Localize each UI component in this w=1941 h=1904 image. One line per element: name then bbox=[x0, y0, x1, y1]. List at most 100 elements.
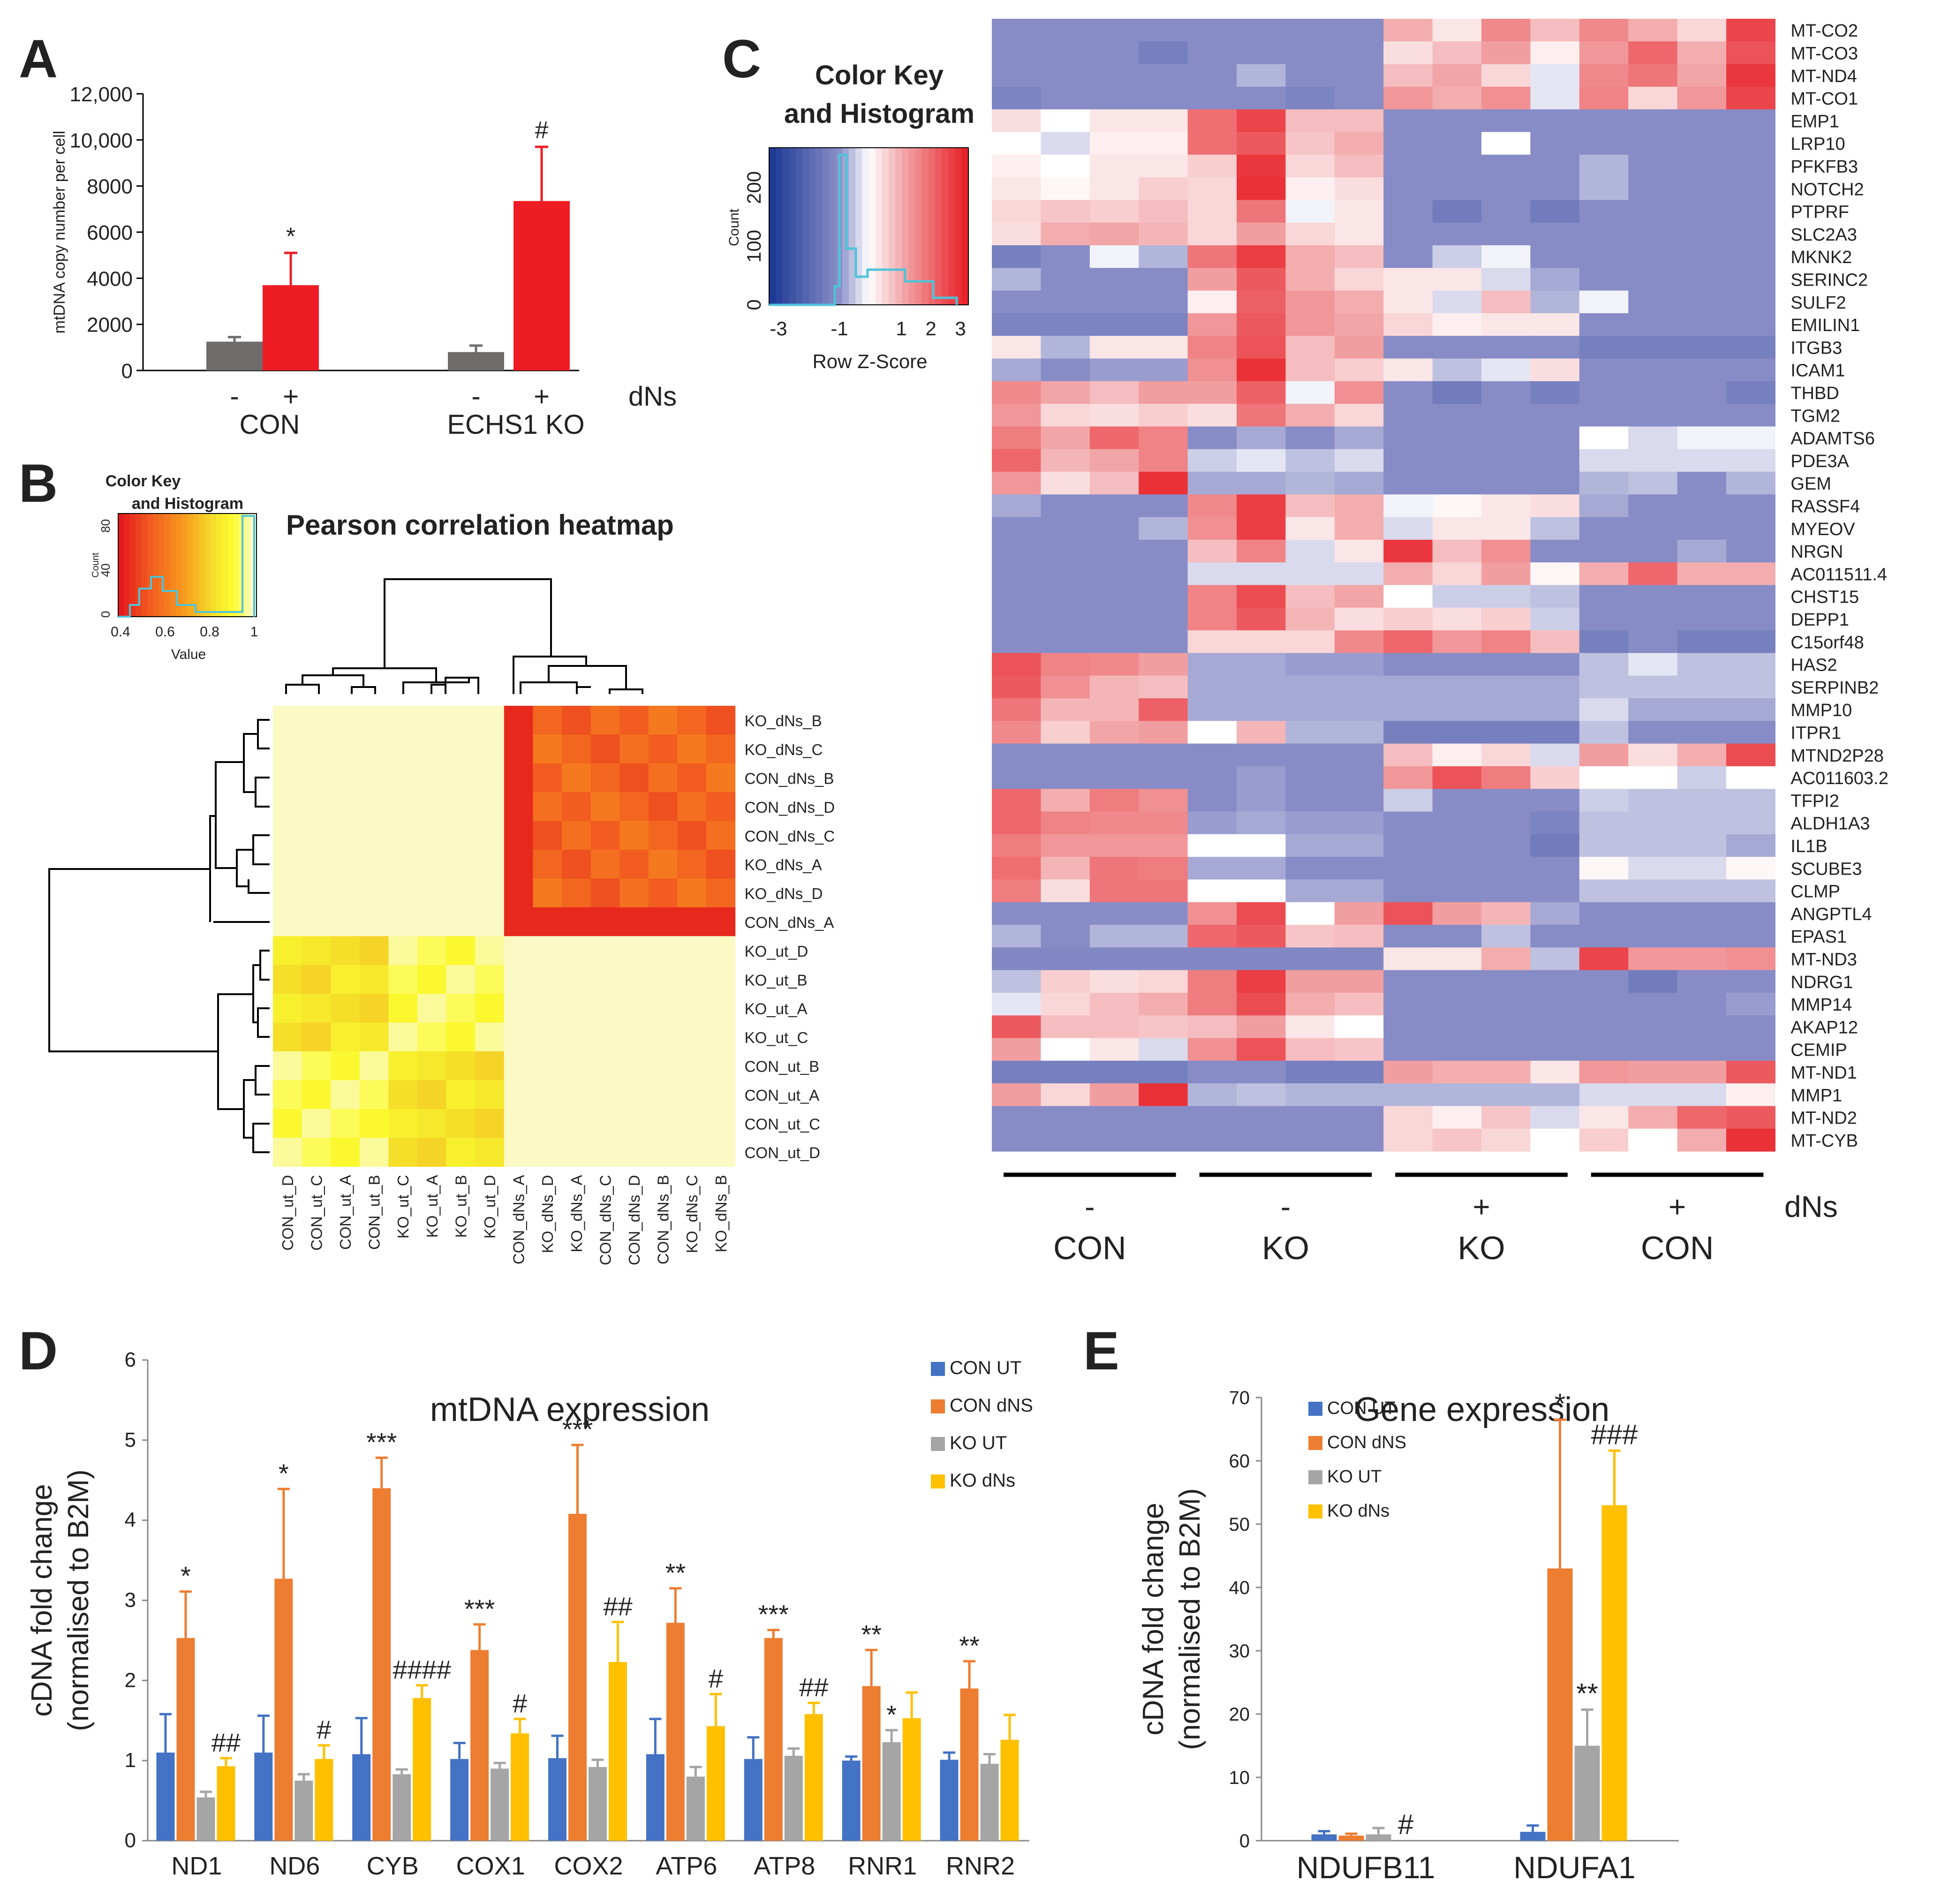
heatmap-cell bbox=[359, 792, 389, 822]
heatmap-cell bbox=[1530, 154, 1580, 178]
heatmap-cell bbox=[302, 1138, 331, 1167]
heatmap-cell bbox=[1285, 517, 1335, 540]
heatmap-cell bbox=[1187, 41, 1237, 65]
row-dendrogram-branch bbox=[252, 834, 270, 865]
heatmap-cell bbox=[1677, 472, 1727, 495]
heatmap-cell bbox=[1334, 494, 1384, 518]
row-dendrogram-branch bbox=[48, 868, 218, 1052]
heatmap-cell bbox=[1481, 630, 1531, 653]
heatmap-cell bbox=[1139, 902, 1188, 925]
heatmap-cell bbox=[1432, 675, 1482, 699]
heatmap-cell bbox=[1383, 1083, 1433, 1106]
heatmap-cell bbox=[1139, 721, 1188, 744]
gene-label: MMP14 bbox=[1790, 995, 1852, 1015]
heatmap-cell bbox=[1089, 970, 1139, 993]
heatmap-cell bbox=[706, 907, 736, 937]
heatmap-cell bbox=[1187, 200, 1237, 223]
color-key-x-tick: 3 bbox=[955, 317, 966, 340]
color-key-cell bbox=[124, 514, 130, 617]
heatmap-cell bbox=[1383, 109, 1433, 133]
heatmap-cell bbox=[1628, 109, 1678, 133]
heatmap-cell bbox=[1187, 653, 1237, 676]
heatmap-cell bbox=[1139, 607, 1188, 631]
heatmap-cell bbox=[1187, 1128, 1237, 1152]
gene-label: PTPRF bbox=[1790, 203, 1849, 222]
heatmap-cell bbox=[1432, 925, 1482, 948]
heatmap-cell bbox=[1089, 1060, 1139, 1084]
heatmap-cell bbox=[992, 766, 1041, 789]
heatmap-cell bbox=[1285, 743, 1335, 767]
heatmap-cell bbox=[992, 789, 1041, 812]
y-tick-label: 2000 bbox=[87, 314, 133, 337]
heatmap-cell bbox=[1187, 562, 1237, 586]
heatmap-cell bbox=[1285, 426, 1335, 450]
heatmap-cell bbox=[1187, 675, 1237, 699]
heatmap-cell bbox=[1237, 789, 1286, 812]
heatmap-cell bbox=[273, 994, 302, 1023]
heatmap-cell bbox=[1530, 494, 1580, 518]
heatmap-cell bbox=[1726, 607, 1775, 631]
heatmap-cell bbox=[590, 850, 620, 879]
heatmap-cell bbox=[1139, 1060, 1188, 1084]
row-label: KO_dNs_D bbox=[745, 885, 823, 902]
significance-mark: * bbox=[1555, 1388, 1565, 1419]
group-label: KO bbox=[1458, 1230, 1505, 1266]
panel-d-title: mtDNA expression bbox=[430, 1391, 710, 1428]
heatmap-cell bbox=[1089, 1106, 1139, 1129]
significance-mark: *** bbox=[366, 1427, 397, 1457]
heatmap-cell bbox=[1677, 1128, 1727, 1152]
heatmap-cell bbox=[590, 706, 620, 735]
category-label: RNR2 bbox=[946, 1852, 1015, 1880]
heatmap-cell bbox=[388, 792, 418, 822]
heatmap-cell bbox=[446, 936, 476, 966]
heatmap-cell bbox=[1187, 358, 1237, 382]
category-label: NDUFB11 bbox=[1297, 1850, 1435, 1885]
heatmap-cell bbox=[1089, 766, 1139, 789]
heatmap-cell bbox=[1187, 64, 1237, 87]
legend-swatch bbox=[931, 1362, 945, 1376]
heatmap-cell bbox=[1237, 947, 1286, 971]
heatmap-cell bbox=[648, 1051, 678, 1080]
heatmap-cell bbox=[1089, 404, 1139, 427]
color-key-cell bbox=[849, 148, 856, 305]
heatmap-cell bbox=[1334, 154, 1384, 178]
heatmap-cell bbox=[992, 902, 1041, 925]
heatmap-cell bbox=[1089, 1038, 1139, 1061]
heatmap-cell bbox=[1628, 1106, 1678, 1129]
heatmap-cell bbox=[1579, 19, 1629, 42]
column-dendrogram-branch bbox=[351, 686, 376, 694]
y-tick-label: 50 bbox=[1229, 1514, 1250, 1535]
heatmap-cell bbox=[992, 1015, 1041, 1039]
color-key-x-tick: 1 bbox=[896, 317, 906, 340]
heatmap-cell bbox=[1187, 857, 1237, 880]
heatmap-cell bbox=[1139, 1106, 1188, 1129]
color-key-cell bbox=[915, 148, 922, 305]
heatmap-cell bbox=[1383, 947, 1433, 971]
heatmap-cell bbox=[1041, 630, 1090, 653]
heatmap-cell bbox=[619, 1109, 649, 1138]
bar bbox=[1366, 1834, 1391, 1841]
heatmap-cell bbox=[1187, 970, 1237, 993]
heatmap-cell bbox=[533, 850, 562, 879]
heatmap-cell bbox=[1089, 86, 1139, 110]
heatmap-cell bbox=[1726, 177, 1775, 200]
heatmap-cell bbox=[1383, 1038, 1433, 1061]
heatmap-cell bbox=[1334, 947, 1384, 971]
heatmap-cell bbox=[1481, 1083, 1531, 1106]
color-key-x-tick: -1 bbox=[831, 317, 848, 340]
heatmap-cell bbox=[359, 706, 389, 735]
heatmap-cell bbox=[1187, 1083, 1237, 1106]
heatmap-cell bbox=[1237, 653, 1286, 676]
category-label: ATP6 bbox=[656, 1852, 717, 1880]
color-key-cell bbox=[164, 514, 171, 617]
heatmap-cell bbox=[1481, 494, 1531, 518]
gene-label: MTND2P28 bbox=[1790, 746, 1884, 766]
legend-swatch bbox=[1308, 1470, 1322, 1484]
heatmap-cell bbox=[1041, 472, 1090, 495]
heatmap-cell bbox=[706, 1051, 736, 1080]
heatmap-cell bbox=[677, 706, 707, 735]
heatmap-cell bbox=[533, 1080, 562, 1110]
heatmap-cell bbox=[1285, 857, 1335, 880]
heatmap-cell bbox=[1432, 64, 1482, 87]
